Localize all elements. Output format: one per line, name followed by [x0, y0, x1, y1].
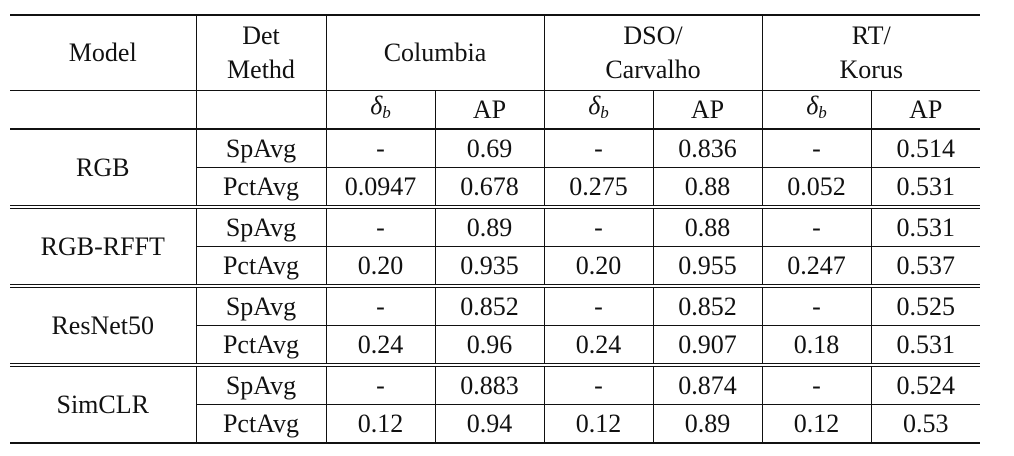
- results-table: Model Det Methd Columbia DSO/ Carvalho R…: [10, 14, 980, 444]
- results-table-container: Model Det Methd Columbia DSO/ Carvalho R…: [10, 14, 980, 444]
- value-cell: 0.20: [325, 246, 435, 286]
- value-cell: -: [761, 284, 871, 326]
- value-cell: 0.531: [870, 167, 980, 207]
- header-ap: AP: [434, 90, 544, 129]
- value-cell: 0.907: [652, 325, 762, 365]
- value-cell: 0.883: [434, 363, 544, 405]
- value-cell: 0.18: [761, 325, 871, 365]
- table-row: ResNet50 SpAvg -0.852-0.852-0.525: [10, 284, 980, 365]
- value-cell: 0.12: [543, 404, 653, 444]
- value-cell: 0.94: [434, 404, 544, 444]
- header-empty-method: [195, 90, 326, 129]
- value-cell: -: [543, 284, 653, 326]
- model-name-cell: SimCLR: [10, 363, 196, 444]
- value-cell: 0.89: [652, 404, 762, 444]
- delta-symbol: δ: [370, 91, 383, 120]
- header-delta-b: δb: [543, 90, 653, 129]
- value-cell: -: [325, 284, 435, 326]
- header-dataset-label-line1: DSO/: [623, 21, 683, 50]
- model-name-cell: ResNet50: [10, 284, 196, 365]
- value-cell: 0.96: [434, 325, 544, 365]
- delta-symbol: δ: [806, 91, 819, 120]
- header-row-metrics: δb AP δb AP δb AP: [10, 90, 980, 129]
- header-dataset-columbia: Columbia: [325, 14, 544, 91]
- value-cell: 0.88: [652, 205, 762, 247]
- value-cell: 0.24: [543, 325, 653, 365]
- header-dataset-dso-carvalho: DSO/ Carvalho: [543, 14, 762, 91]
- delta-subscript: b: [600, 103, 609, 122]
- header-row-datasets: Model Det Methd Columbia DSO/ Carvalho R…: [10, 14, 980, 91]
- value-cell: -: [543, 205, 653, 247]
- value-cell: 0.852: [434, 284, 544, 326]
- header-ap: AP: [652, 90, 762, 129]
- method-cell: PctAvg: [195, 246, 326, 286]
- method-cell: PctAvg: [195, 325, 326, 365]
- method-cell: PctAvg: [195, 167, 326, 207]
- value-cell: 0.524: [870, 363, 980, 405]
- header-empty-model: [10, 90, 196, 129]
- table-row: PctAvg 0.0947 0.678 0.275 0.88 0.052 0.531: [10, 167, 980, 207]
- value-cell: 0.69: [434, 128, 544, 168]
- table-row: RGB-RFFT SpAvg -0.89-0.88-0.531: [10, 205, 980, 286]
- value-cell: 0.935: [434, 246, 544, 286]
- method-cell: SpAvg: [195, 128, 326, 168]
- header-det-line1: Det: [242, 21, 280, 50]
- value-cell: 0.247: [761, 246, 871, 286]
- value-cell: -: [543, 363, 653, 405]
- header-dataset-label: Columbia: [383, 38, 487, 67]
- value-cell: 0.531: [870, 325, 980, 365]
- value-cell: 0.874: [652, 363, 762, 405]
- value-cell: 0.12: [761, 404, 871, 444]
- header-dataset-rt-korus: RT/ Korus: [761, 14, 980, 91]
- model-name-cell: RGB-RFFT: [10, 205, 196, 286]
- value-cell: -: [325, 363, 435, 405]
- method-cell: SpAvg: [195, 363, 326, 405]
- value-cell: 0.24: [325, 325, 435, 365]
- value-cell: -: [325, 205, 435, 247]
- value-cell: -: [543, 128, 653, 168]
- value-cell: 0.89: [434, 205, 544, 247]
- value-cell: 0.12: [325, 404, 435, 444]
- model-name-cell: RGB: [10, 128, 196, 207]
- header-dataset-label-line2: Carvalho: [605, 55, 701, 84]
- value-cell: -: [761, 363, 871, 405]
- value-cell: 0.537: [870, 246, 980, 286]
- value-cell: 0.88: [652, 167, 762, 207]
- table-row: SimCLR SpAvg -0.883-0.874-0.524: [10, 363, 980, 444]
- method-cell: PctAvg: [195, 404, 326, 444]
- value-cell: 0.53: [870, 404, 980, 444]
- header-delta-b: δb: [761, 90, 871, 129]
- value-cell: 0.525: [870, 284, 980, 326]
- value-cell: 0.514: [870, 128, 980, 168]
- value-cell: 0.275: [543, 167, 653, 207]
- table-row: PctAvg 0.24 0.96 0.24 0.907 0.18 0.531: [10, 325, 980, 365]
- delta-symbol: δ: [588, 91, 601, 120]
- value-cell: 0.20: [543, 246, 653, 286]
- value-cell: 0.678: [434, 167, 544, 207]
- header-ap: AP: [870, 90, 980, 129]
- header-det-line2: Methd: [227, 55, 295, 84]
- value-cell: 0.836: [652, 128, 762, 168]
- value-cell: 0.531: [870, 205, 980, 247]
- table-row: PctAvg 0.12 0.94 0.12 0.89 0.12 0.53: [10, 404, 980, 444]
- header-dataset-label-line1: RT/: [851, 21, 891, 50]
- value-cell: 0.052: [761, 167, 871, 207]
- value-cell: 0.955: [652, 246, 762, 286]
- delta-subscript: b: [382, 103, 391, 122]
- header-delta-b: δb: [325, 90, 435, 129]
- value-cell: -: [761, 128, 871, 168]
- method-cell: SpAvg: [195, 205, 326, 247]
- table-row: PctAvg 0.20 0.935 0.20 0.955 0.247 0.537: [10, 246, 980, 286]
- header-det-method: Det Methd: [195, 14, 326, 91]
- delta-subscript: b: [818, 103, 827, 122]
- header-model: Model: [10, 14, 196, 91]
- method-cell: SpAvg: [195, 284, 326, 326]
- header-dataset-label-line2: Korus: [839, 55, 904, 84]
- table-row: RGB SpAvg -0.69-0.836-0.514: [10, 128, 980, 207]
- value-cell: -: [761, 205, 871, 247]
- value-cell: 0.0947: [325, 167, 435, 207]
- value-cell: -: [325, 128, 435, 168]
- value-cell: 0.852: [652, 284, 762, 326]
